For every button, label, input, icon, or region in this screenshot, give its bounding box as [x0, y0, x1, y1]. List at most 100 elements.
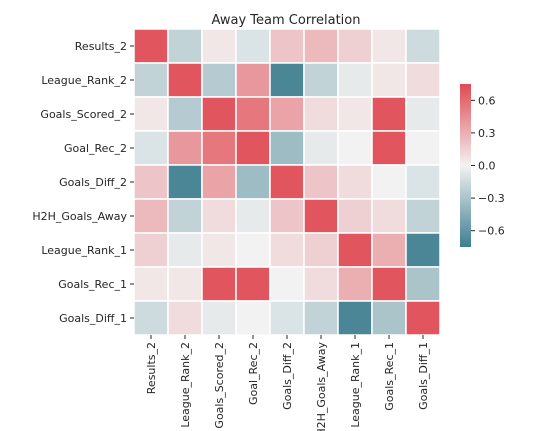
- heatmap-cell: [269, 266, 305, 302]
- row-labels: Results_2 League_Rank_2 Goals_Scored_2 Goal…: [32, 40, 134, 325]
- column-label: League_Rank_2: [179, 342, 192, 428]
- row-label: League_Rank_2: [41, 74, 127, 87]
- heatmap-cell: [235, 300, 271, 336]
- heatmap-cell: [371, 266, 407, 302]
- heatmap-cell: [133, 198, 169, 234]
- heatmap-cell: [337, 300, 373, 336]
- heatmap-cell: [337, 232, 373, 268]
- heatmap-cell: [167, 266, 203, 302]
- heatmap-cell: [167, 198, 203, 234]
- heatmap-cell: [201, 62, 237, 98]
- heatmap-cell: [133, 62, 169, 98]
- heatmap-cell: [337, 130, 373, 166]
- heatmap-cell: [133, 96, 169, 132]
- heatmap-cell: [371, 164, 407, 200]
- heatmap-cell: [269, 130, 305, 166]
- heatmap-cell: [201, 96, 237, 132]
- heatmap-cell: [371, 96, 407, 132]
- heatmap-cell: [201, 266, 237, 302]
- heatmap-cell: [337, 62, 373, 98]
- column-label: Results_2: [145, 342, 158, 394]
- heatmap-cell: [371, 28, 407, 64]
- heatmap-cell: [405, 130, 441, 166]
- heatmap-cell: [371, 198, 407, 234]
- heatmap-cell: [269, 62, 305, 98]
- row-label: Goals_Rec_1: [58, 278, 127, 291]
- heatmap-cell: [167, 96, 203, 132]
- heatmap-cell: [235, 130, 271, 166]
- chart-title: Away Team Correlation: [212, 13, 361, 28]
- heatmap-cell: [133, 164, 169, 200]
- heatmap-cell: [133, 232, 169, 268]
- heatmap-cell: [303, 198, 339, 234]
- heatmap-cell: [269, 164, 305, 200]
- heatmap-cell: [371, 62, 407, 98]
- heatmap-cell: [235, 28, 271, 64]
- heatmap-cell: [303, 96, 339, 132]
- heatmap-cell: [303, 300, 339, 336]
- row-label: Goals_Diff_2: [59, 176, 127, 189]
- column-label: Goals_Diff_1: [417, 342, 430, 410]
- heatmap-cell: [303, 232, 339, 268]
- heatmap-cell: [235, 62, 271, 98]
- heatmap-cell: [201, 130, 237, 166]
- heatmap-cell: [167, 300, 203, 336]
- heatmap-cell: [303, 164, 339, 200]
- column-label: Goal_Rec_2: [247, 342, 260, 405]
- heatmap-cell: [269, 28, 305, 64]
- heatmap-cell: [269, 232, 305, 268]
- heatmap-cell: [371, 232, 407, 268]
- heatmap-cell: [201, 28, 237, 64]
- heatmap-cell: [303, 28, 339, 64]
- heatmap-cell: [337, 164, 373, 200]
- row-label: Goals_Scored_2: [40, 108, 127, 121]
- column-label: Goals_Diff_2: [281, 342, 294, 410]
- heatmap-cell: [201, 198, 237, 234]
- heatmap-cell: [201, 300, 237, 336]
- heatmap-cell: [235, 198, 271, 234]
- heatmap-cell: [167, 164, 203, 200]
- heatmap-cell: [405, 28, 441, 64]
- heatmap-cell: [405, 266, 441, 302]
- heatmap-cell: [235, 96, 271, 132]
- heatmap-cell: [405, 232, 441, 268]
- heatmap-cell: [405, 96, 441, 132]
- colorbar-tick-label: 0.0: [478, 160, 496, 173]
- row-label: Results_2: [75, 40, 127, 53]
- heatmap-cell: [405, 62, 441, 98]
- heatmap-cell: [133, 266, 169, 302]
- row-label: Goal_Rec_2: [64, 142, 127, 155]
- heatmap-cell: [303, 266, 339, 302]
- colorbar-tick-label: 0.6: [478, 94, 496, 107]
- colorbar-gradient: [460, 84, 471, 247]
- heatmap-cells: [133, 28, 441, 336]
- heatmap-cell: [201, 164, 237, 200]
- heatmap-cell: [405, 300, 441, 336]
- row-label: League_Rank_1: [41, 244, 127, 257]
- heatmap-cell: [167, 28, 203, 64]
- heatmap-cell: [337, 96, 373, 132]
- heatmap-cell: [133, 130, 169, 166]
- row-label: H2H_Goals_Away: [32, 210, 127, 223]
- heatmap-cell: [167, 232, 203, 268]
- heatmap-cell: [371, 130, 407, 166]
- column-label: H2H_Goals_Away: [315, 342, 328, 431]
- heatmap-cell: [337, 28, 373, 64]
- colorbar-tick-label: −0.3: [478, 192, 505, 205]
- heatmap-cell: [371, 300, 407, 336]
- heatmap-cell: [405, 198, 441, 234]
- heatmap-cell: [269, 198, 305, 234]
- heatmap-cell: [303, 130, 339, 166]
- column-label: Goals_Scored_2: [213, 342, 226, 429]
- heatmap-cell: [133, 300, 169, 336]
- heatmap-cell: [133, 28, 169, 64]
- heatmap-cell: [201, 232, 237, 268]
- heatmap-cell: [167, 62, 203, 98]
- heatmap-cell: [337, 198, 373, 234]
- heatmap-cell: [235, 266, 271, 302]
- heatmap-cell: [235, 232, 271, 268]
- heatmap-cell: [337, 266, 373, 302]
- heatmap-cell: [269, 96, 305, 132]
- heatmap-cell: [269, 300, 305, 336]
